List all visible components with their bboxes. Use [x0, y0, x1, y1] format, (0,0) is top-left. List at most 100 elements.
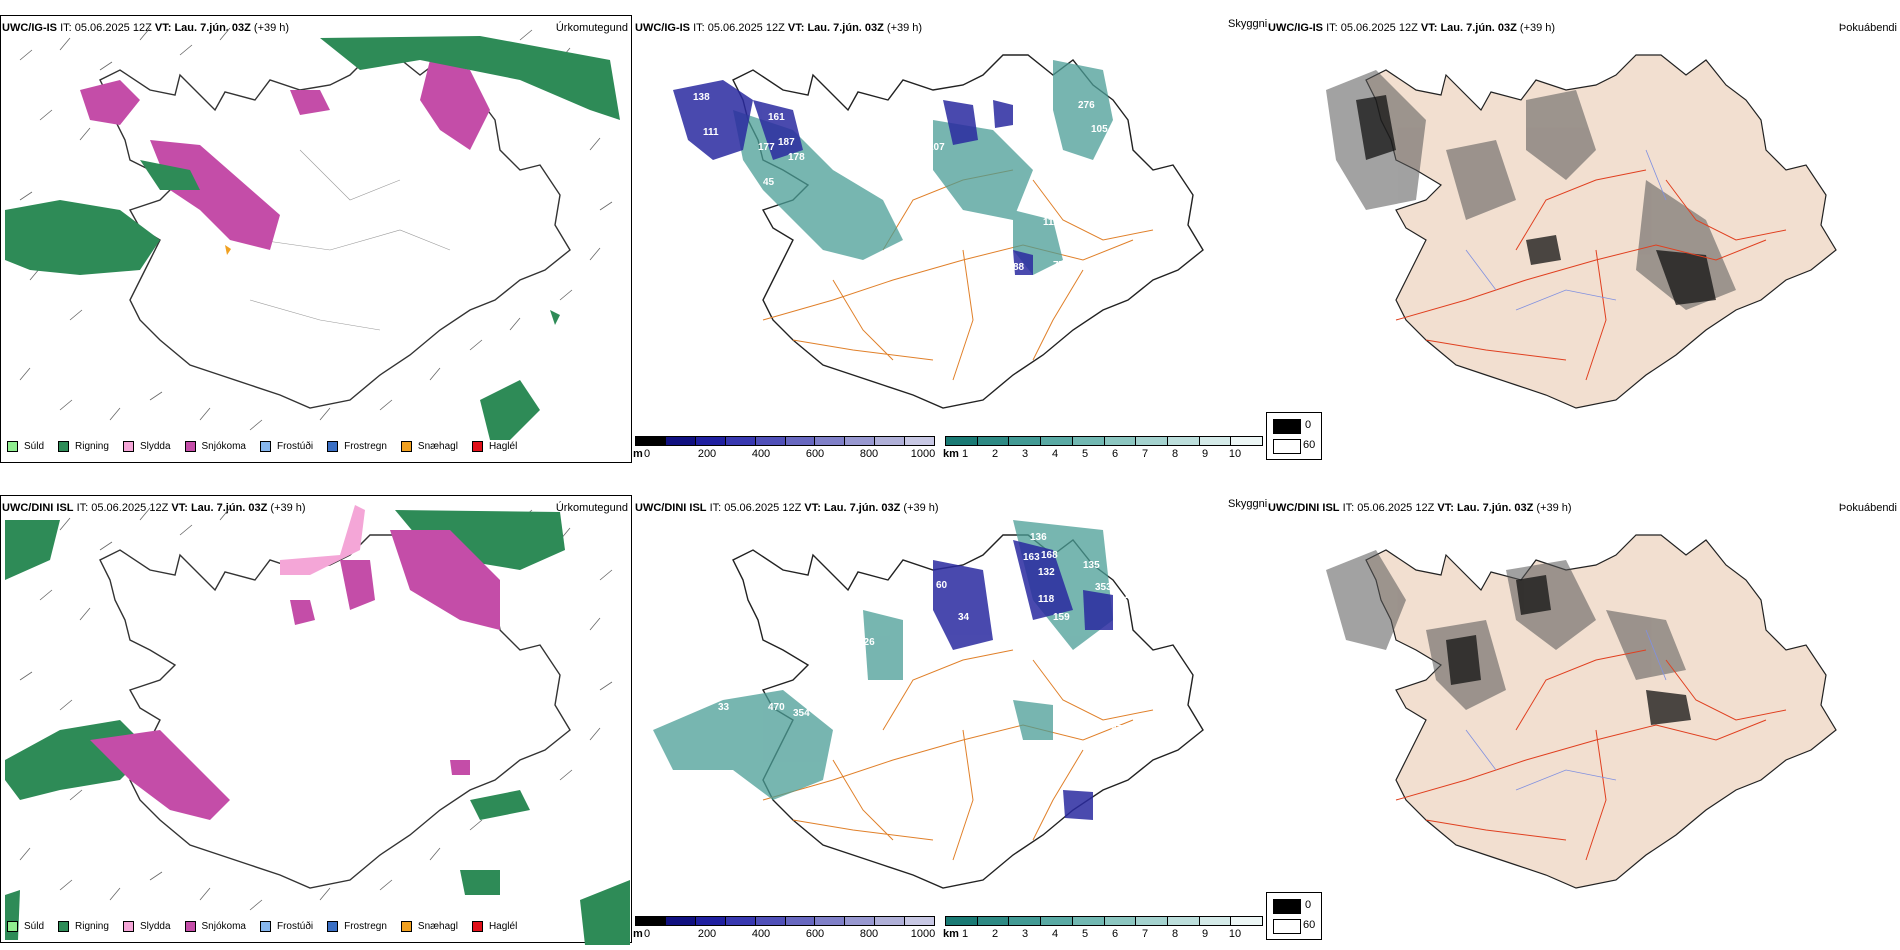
ceiling-label: 159 — [1053, 612, 1070, 623]
visibility-unit-top: km — [943, 448, 959, 460]
ceiling-unit-top: m — [633, 448, 643, 460]
ceiling-label: 107 — [981, 534, 998, 545]
ceiling-label: 111 — [703, 127, 719, 138]
ceiling-label: 153 — [1043, 637, 1060, 648]
legend-item: Súld — [7, 921, 44, 932]
ceiling-label: 353 — [1095, 582, 1112, 593]
ceiling-label: 295 — [743, 192, 760, 203]
legend-item: Frostúði — [259, 441, 313, 452]
ceiling-label: 105 — [1091, 124, 1108, 135]
legend-item: Snæhagl — [400, 441, 458, 452]
visibility-colorbar-bottom — [945, 916, 1263, 926]
fog-title-bottom: Þokuábendi — [1838, 502, 1897, 514]
ceiling-label: 34 — [958, 612, 970, 623]
visibility-header-top: UWC/IG-IS IT: 05.06.2025 12Z VT: Lau. 7.… — [635, 22, 923, 34]
ceiling-ticks-top: 0 200 400 600 800 1000 — [643, 448, 936, 460]
fog-header-top: UWC/IG-IS IT: 05.06.2025 12Z VT: Lau. 7.… — [1268, 22, 1556, 34]
visibility-map-bottom: 136 107 84 163 168 132 135 383 353 212 1… — [653, 520, 1204, 889]
fog-header-bottom: UWC/DINI ISL IT: 05.06.2025 12Z VT: Lau.… — [1268, 502, 1572, 514]
ceiling-label: 33 — [718, 702, 730, 713]
visibility-map-top: 138 161 111 177 178 45 295 114 81 107 92… — [663, 54, 1204, 409]
ceiling-unit-bottom: m — [633, 928, 643, 940]
legend-item: Snjókoma — [184, 921, 246, 932]
legend-item: Frostregn — [327, 441, 387, 452]
ceiling-label: 163 — [1023, 552, 1040, 563]
precip-legend-top: Súld Rigning Slydda Snjókoma Frostúði Fr… — [7, 441, 531, 452]
precip-map-bottom — [5, 505, 630, 945]
visibility-colorbar-top — [945, 436, 1263, 446]
ceiling-label: 84 — [678, 152, 690, 163]
fog-legend-top: 0 60 — [1266, 412, 1322, 460]
legend-item: Rigning — [58, 441, 109, 452]
ceiling-label: 178 — [788, 152, 805, 163]
ceiling-label: 60 — [936, 580, 948, 591]
ceiling-label: 128 — [803, 117, 820, 128]
legend-item: Snæhagl — [400, 921, 458, 932]
legend-item: Haglél — [471, 921, 517, 932]
ceiling-label: 135 — [1083, 560, 1100, 571]
ceiling-label: 132 — [1038, 567, 1055, 578]
legend-item: Slydda — [122, 921, 171, 932]
ceiling-label: 177 — [758, 142, 775, 153]
ceiling-label: 88 — [1013, 262, 1025, 273]
precip-map-frame-bottom — [0, 495, 632, 943]
ceiling-label: 138 — [693, 92, 710, 103]
precip-title-top: Úrkomutegund — [555, 22, 628, 34]
visibility-unit-bottom: km — [943, 928, 959, 940]
ceiling-label: 326 — [858, 637, 875, 648]
ceiling-label: 383 — [1116, 538, 1133, 549]
legend-item: Snjókoma — [184, 441, 246, 452]
visibility-header-bottom: UWC/DINI ISL IT: 05.06.2025 12Z VT: Lau.… — [635, 502, 939, 514]
precip-header-bottom: UWC/DINI ISL IT: 05.06.2025 12Z VT: Lau.… — [2, 502, 306, 514]
precip-map-top — [5, 27, 620, 440]
ceiling-label: 111 — [1043, 217, 1059, 228]
precip-header-top: UWC/IG-IS IT: 05.06.2025 12Z VT: Lau. 7.… — [2, 22, 290, 34]
ceiling-label: 45 — [763, 177, 775, 188]
legend-item: Slydda — [122, 441, 171, 452]
map-canvas-top: 138 161 111 177 178 45 295 114 81 107 92… — [5, 27, 1837, 440]
legend-item: Rigning — [58, 921, 109, 932]
legend-item: Súld — [7, 441, 44, 452]
ceiling-label: 107 — [928, 142, 945, 153]
legend-item: Frostúði — [259, 921, 313, 932]
fog-legend-bottom: 0 60 — [1266, 892, 1322, 940]
ceiling-colorbar-bottom — [635, 916, 935, 926]
ceiling-label: 161 — [768, 112, 785, 123]
precip-map-frame-top — [0, 15, 632, 463]
ceiling-label: 114 — [718, 232, 735, 243]
ceiling-label: 243 — [863, 267, 880, 278]
ceiling-label: 84 — [983, 556, 995, 567]
ceiling-label: 92 — [1028, 100, 1040, 111]
ceiling-label: 118 — [1038, 594, 1055, 605]
visibility-title-bottom: Skyggni — [1228, 498, 1268, 510]
ceiling-colorbar-top — [635, 436, 935, 446]
ceiling-label: 100 — [1101, 707, 1118, 718]
ceiling-label: 75 — [663, 167, 675, 178]
ceiling-label: 81 — [981, 102, 993, 113]
fog-map-bottom — [1326, 534, 1837, 889]
visibility-ticks-bottom: 1 2 3 4 5 6 7 8 9 10 — [961, 928, 1242, 940]
fog-map-top — [1326, 54, 1837, 409]
precip-title-bottom: Úrkomutegund — [555, 502, 628, 514]
ceiling-label: 470 — [768, 702, 785, 713]
visibility-title-top: Skyggni — [1228, 18, 1268, 30]
ceiling-label: 136 — [1030, 532, 1047, 543]
ceiling-ticks-bottom: 0 200 400 600 800 1000 — [643, 928, 936, 940]
map-canvas-bottom: 136 107 84 163 168 132 135 383 353 212 1… — [5, 505, 1837, 945]
ceiling-label: 187 — [778, 137, 795, 148]
ceiling-label: 124 — [941, 244, 958, 255]
ceiling-label: 212 — [1125, 590, 1142, 601]
fog-title-top: Þokuábendi — [1838, 22, 1897, 34]
ceiling-label: 168 — [1041, 550, 1058, 561]
legend-item: Frostregn — [327, 921, 387, 932]
ceiling-label: 121 — [1085, 744, 1102, 755]
precip-legend-bottom: Súld Rigning Slydda Snjókoma Frostúði Fr… — [7, 921, 531, 932]
bottom-row: UWC/DINI ISL IT: 05.06.2025 12Z VT: Lau.… — [0, 480, 1900, 950]
top-row: UWC/IG-IS IT: 05.06.2025 12Z VT: Lau. 7.… — [0, 15, 1897, 463]
ceiling-label: 354 — [793, 708, 810, 719]
ceiling-label: 276 — [1078, 100, 1095, 111]
legend-item: Haglél — [471, 441, 517, 452]
visibility-ticks-top: 1 2 3 4 5 6 7 8 9 10 — [961, 448, 1242, 460]
ceiling-label: 77 — [1053, 260, 1065, 271]
ceiling-label: 87 — [1111, 724, 1123, 735]
